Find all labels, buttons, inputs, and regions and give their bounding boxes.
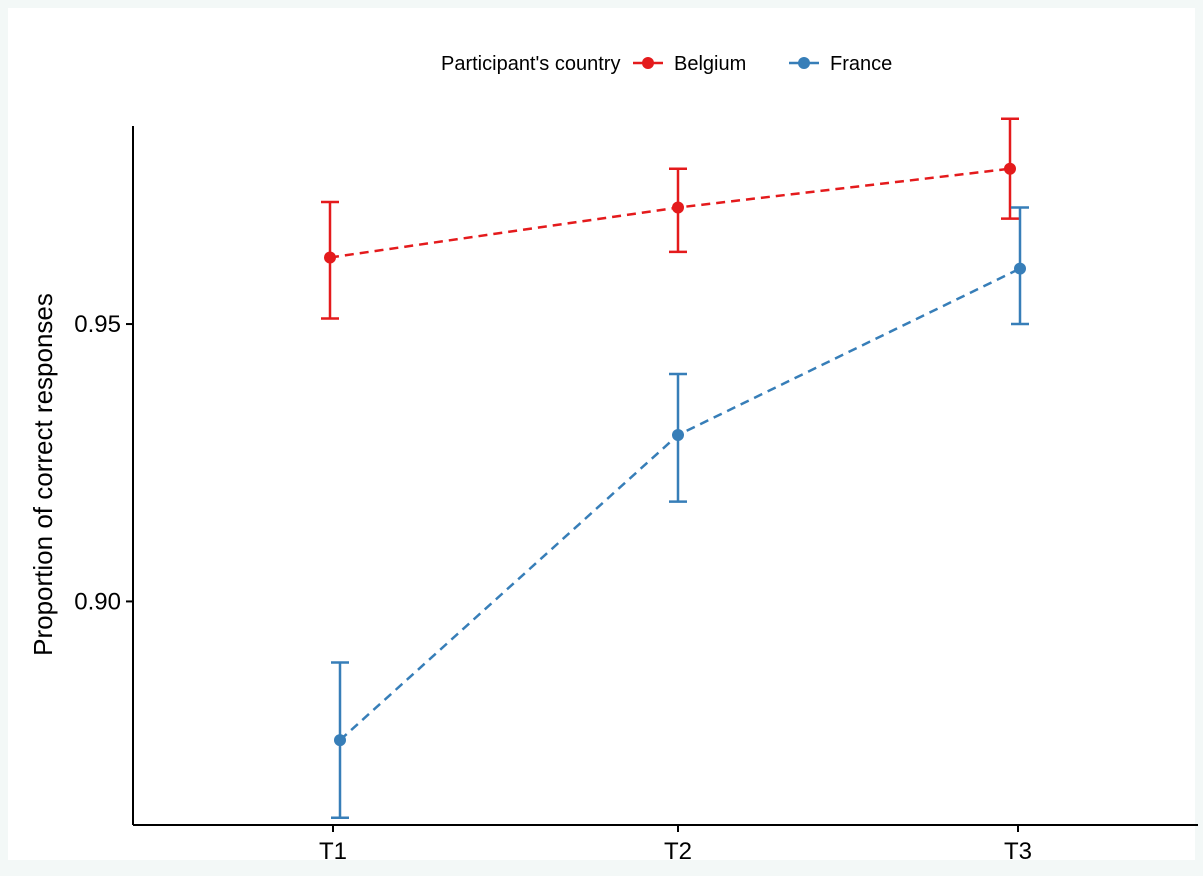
x-tick-label: T3 — [1004, 838, 1032, 865]
legend-label: France — [830, 53, 892, 75]
y-axis-title: Proportion of correct responses — [28, 293, 58, 656]
legend: Participant's country Belgium France — [441, 53, 892, 75]
series-line — [339, 267, 1021, 742]
chart-panel: Participant's country Belgium France 0.90… — [8, 8, 1198, 865]
data-point — [334, 734, 346, 747]
legend-title: Participant's country — [441, 53, 620, 75]
series-france — [331, 206, 1029, 820]
legend-item-france: France — [789, 53, 892, 75]
axes: 0.90 0.95 T1 T2 T3 — [74, 126, 1198, 865]
chart-svg: Participant's country Belgium France 0.90… — [28, 53, 1198, 865]
data-point — [1014, 262, 1026, 275]
legend-item-belgium: Belgium — [633, 53, 746, 75]
data-point — [672, 201, 684, 214]
series-belgium — [321, 117, 1019, 320]
legend-label: Belgium — [674, 53, 746, 75]
x-tick-label: T2 — [664, 838, 692, 865]
data-point — [1004, 162, 1016, 175]
series-line — [329, 167, 1011, 259]
y-tick-label: 0.90 — [74, 588, 121, 615]
data-point — [324, 251, 336, 264]
series-layer — [321, 117, 1029, 820]
x-tick-label: T1 — [319, 838, 347, 865]
legend-key-point — [798, 57, 810, 69]
legend-items: Belgium France — [633, 53, 892, 75]
y-tick-label: 0.95 — [74, 311, 121, 338]
legend-key-point — [642, 57, 654, 69]
data-point — [672, 429, 684, 442]
